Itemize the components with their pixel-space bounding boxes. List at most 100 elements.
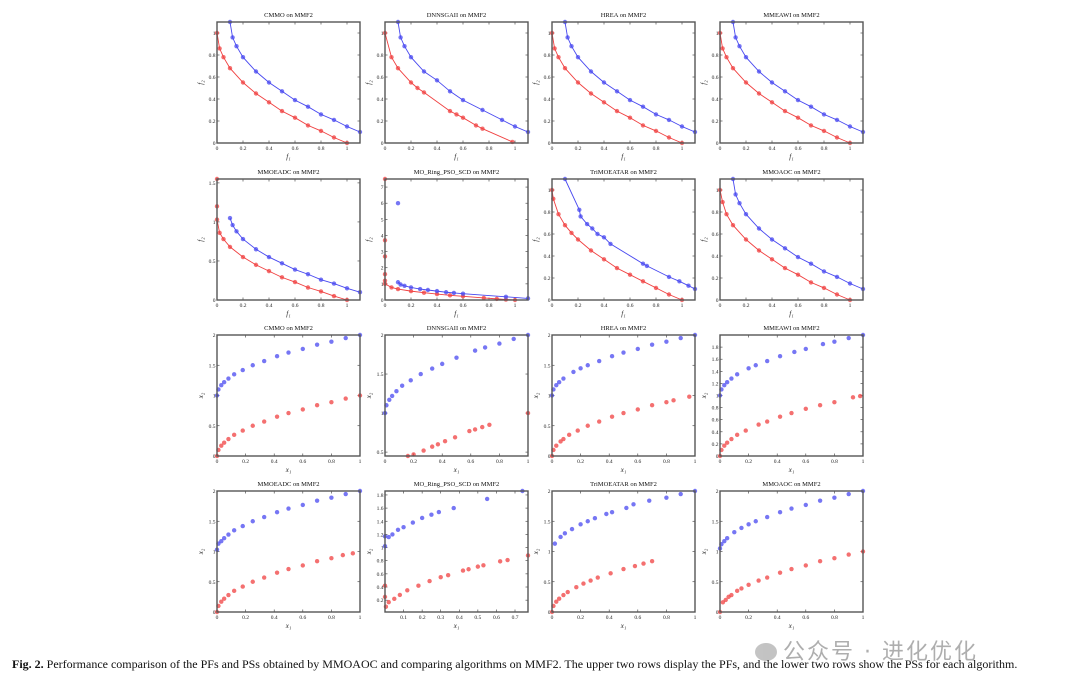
data-point (723, 597, 728, 603)
data-point (724, 212, 729, 217)
y-tick-label: 0.6 (712, 75, 719, 81)
data-point (592, 516, 598, 521)
data-point (795, 272, 801, 277)
x-tick-label: 0.3 (437, 615, 444, 621)
axes-frame (384, 334, 529, 457)
data-point (286, 566, 291, 572)
data-point (512, 124, 518, 129)
subplot-title: MMOAOC on MMF2 (762, 169, 821, 176)
data-point (350, 551, 356, 556)
data-point (481, 563, 486, 568)
y-tick-label: 1.5 (544, 519, 551, 525)
y-tick-label: 1 (381, 31, 384, 37)
data-point (408, 288, 414, 294)
data-point (575, 80, 581, 85)
data-point (561, 376, 566, 381)
data-point (571, 369, 576, 375)
data-point (720, 600, 726, 605)
x-tick-label: 0.4 (606, 459, 613, 465)
x-axis-label: f₁ (454, 310, 458, 318)
data-point (279, 89, 285, 94)
x-tick-label: 0.4 (769, 303, 776, 309)
subplot-axes: 0 0.2 0.4 0.6 0.8 1 0 0.2 0.4 0.6 0.8 1 f₁ f₂ (532, 176, 698, 318)
data-point (408, 55, 414, 60)
data-point (743, 212, 749, 217)
data-point (821, 285, 827, 291)
y-tick-label: 2 (381, 333, 384, 339)
x-axis-label: f₁ (286, 310, 290, 318)
data-point (581, 581, 586, 586)
x-tick-label: 0.6 (634, 459, 641, 465)
data-point (644, 263, 650, 269)
y-axis-label: f₂ (532, 80, 540, 85)
x-tick-label: 0.6 (634, 615, 641, 621)
data-point (621, 350, 626, 355)
series-line (551, 32, 683, 144)
data-point (395, 66, 401, 71)
y-tick-label: 0.4 (712, 430, 719, 436)
data-point (314, 498, 320, 503)
data-point (292, 115, 298, 120)
x-tick-label: 1 (681, 146, 684, 152)
data-point (221, 55, 226, 60)
data-point (832, 339, 837, 344)
data-point (609, 414, 615, 419)
data-point (340, 552, 346, 558)
y-tick-label: 0 (548, 141, 551, 147)
data-point (847, 124, 853, 129)
data-point (578, 522, 583, 527)
subplot-axes: 0 0.2 0.4 0.6 0.8 1 0 0.5 1 1.5 2 x₁ x₂ (700, 488, 866, 630)
data-point (743, 55, 749, 60)
data-point (614, 265, 620, 271)
y-tick-label: 0.5 (209, 580, 216, 586)
x-tick-label: 0.4 (601, 146, 608, 152)
data-point (562, 223, 568, 228)
data-point (574, 584, 579, 590)
data-point (720, 46, 725, 51)
subplot-title: MO_Ring_PSO_SCD on MMF2 (413, 481, 500, 488)
y-axis-label: x₂ (197, 392, 205, 399)
data-point (743, 237, 749, 242)
subplot-axes: 0 0.2 0.4 0.6 0.8 1 0 0.5 1 1.5 2 x₁ x₂ (532, 488, 698, 630)
data-point (405, 588, 410, 593)
series-1 (382, 30, 515, 145)
data-point (577, 207, 582, 212)
x-tick-label: 0.8 (496, 459, 503, 465)
y-axis-label: x₂ (532, 548, 540, 555)
series-1 (549, 187, 685, 303)
data-point (556, 55, 561, 60)
data-point (472, 427, 478, 432)
series-1 (214, 176, 350, 303)
y-tick-label: 7 (381, 185, 384, 191)
data-point (627, 272, 633, 277)
data-point (687, 394, 692, 399)
data-point (389, 55, 394, 60)
data-point (552, 46, 557, 51)
axes-frame (216, 21, 361, 144)
x-tick-label: 0 (719, 459, 722, 465)
data-point (221, 236, 226, 242)
y-tick-label: 0.5 (544, 424, 551, 430)
data-point (777, 509, 783, 515)
data-point (808, 261, 814, 266)
data-point (795, 115, 801, 120)
x-tick-label: 0.8 (653, 146, 660, 152)
series-line (216, 32, 348, 144)
data-point (438, 574, 443, 580)
x-tick-label: 0.2 (419, 615, 426, 621)
data-point (408, 80, 414, 85)
y-tick-label: 0 (548, 454, 551, 460)
data-point (601, 235, 607, 240)
data-point (562, 531, 568, 536)
y-tick-label: 0.6 (712, 232, 719, 238)
data-point (279, 275, 285, 280)
data-point (569, 44, 574, 49)
data-point (640, 104, 646, 109)
y-tick-label: 1.5 (209, 363, 216, 369)
x-tick-label: 0 (216, 146, 219, 152)
y-axis-label: f₂ (700, 237, 708, 242)
y-tick-label: 0 (213, 610, 216, 616)
x-tick-label: 0 (216, 459, 219, 465)
data-point (653, 285, 659, 291)
y-tick-label: 2 (548, 333, 551, 339)
